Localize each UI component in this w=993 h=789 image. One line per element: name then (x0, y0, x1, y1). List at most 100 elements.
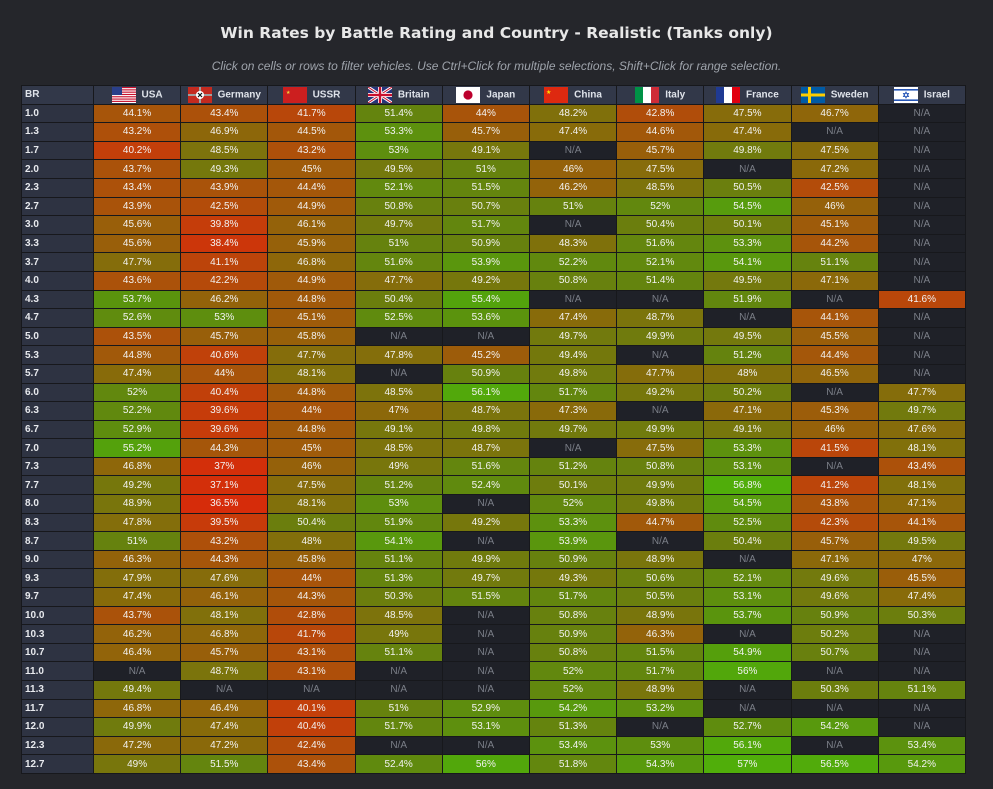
heatmap-cell[interactable]: 46.9% (180, 122, 269, 142)
column-header-ussr[interactable]: ★ USSR (267, 85, 356, 105)
heatmap-cell[interactable]: N/A (441, 624, 530, 644)
heatmap-cell[interactable]: 54.2% (790, 717, 879, 737)
br-label[interactable]: 5.3 (21, 345, 94, 365)
heatmap-cell[interactable]: 48% (267, 531, 356, 551)
table-row[interactable]: 1.7 40.2% 48.5% 43.2% 53% 49.1% N/A 45.7% 49.8% 4… (21, 140, 967, 161)
heatmap-cell[interactable]: 46.8% (92, 698, 182, 719)
heatmap-cell[interactable]: 37% (180, 456, 269, 477)
br-label[interactable]: 12.7 (21, 754, 94, 774)
heatmap-cell[interactable]: 52.9% (92, 419, 182, 440)
heatmap-cell[interactable]: 47.7% (616, 363, 705, 384)
heatmap-cell[interactable]: 51.1% (354, 549, 443, 570)
heatmap-cell[interactable]: 47.6% (877, 419, 967, 440)
heatmap-cell[interactable]: N/A (877, 326, 967, 347)
table-row[interactable]: 1.3 43.2% 46.9% 44.5% 53.3% 45.7% 47.4% 44.6% 47… (21, 122, 967, 142)
heatmap-cell[interactable]: N/A (877, 159, 967, 179)
br-label[interactable]: 3.3 (21, 233, 94, 254)
heatmap-cell[interactable]: 47.9% (92, 568, 182, 589)
table-row[interactable]: 12.0 49.9% 47.4% 40.4% 51.7% 53.1% 51.3% N/A 52.… (21, 717, 967, 737)
heatmap-cell[interactable]: 53.3% (354, 122, 443, 142)
heatmap-cell[interactable]: 47.4% (92, 363, 182, 384)
heatmap-cell[interactable]: 45.1% (267, 308, 356, 328)
heatmap-cell[interactable]: 48.1% (877, 438, 967, 458)
heatmap-cell[interactable]: 53.9% (441, 252, 530, 272)
heatmap-cell[interactable]: 38.4% (180, 233, 269, 254)
heatmap-cell[interactable]: 49% (92, 754, 182, 774)
heatmap-cell[interactable]: N/A (877, 196, 967, 217)
heatmap-cell[interactable]: 51.7% (528, 587, 618, 607)
column-header-china[interactable]: ★ China (528, 85, 618, 105)
table-row[interactable]: 5.3 44.8% 40.6% 47.7% 47.8% 45.2% 49.4% N/A 51.2… (21, 345, 967, 365)
heatmap-cell[interactable]: N/A (877, 122, 967, 142)
br-column-header[interactable]: BR (21, 85, 94, 105)
br-label[interactable]: 9.3 (21, 568, 94, 589)
heatmap-cell[interactable]: 57% (703, 754, 792, 774)
heatmap-cell[interactable]: 42.5% (790, 177, 879, 198)
heatmap-cell[interactable]: 46.8% (180, 624, 269, 644)
heatmap-cell[interactable]: 41.7% (267, 624, 356, 644)
heatmap-cell[interactable]: 53.9% (528, 531, 618, 551)
heatmap-cell[interactable]: 49.4% (92, 680, 182, 700)
heatmap-cell[interactable]: 46.3% (616, 624, 705, 644)
heatmap-cell[interactable]: N/A (92, 661, 182, 681)
table-row[interactable]: 4.7 52.6% 53% 45.1% 52.5% 53.6% 47.4% 48.7% N/A 4… (21, 308, 967, 328)
heatmap-cell[interactable]: 49.3% (528, 568, 618, 589)
heatmap-cell[interactable]: 40.4% (180, 382, 269, 403)
heatmap-cell[interactable]: 51.8% (528, 754, 618, 774)
heatmap-cell[interactable]: N/A (703, 624, 792, 644)
br-label[interactable]: 12.3 (21, 735, 94, 756)
heatmap-cell[interactable]: 42.2% (180, 270, 269, 291)
heatmap-cell[interactable]: 47.5% (616, 438, 705, 458)
heatmap-cell[interactable]: 50.2% (790, 624, 879, 644)
heatmap-cell[interactable]: 44.4% (267, 177, 356, 198)
heatmap-cell[interactable]: 52.9% (441, 698, 530, 719)
heatmap-cell[interactable]: N/A (441, 494, 530, 514)
heatmap-cell[interactable]: 47.4% (92, 587, 182, 607)
heatmap-cell[interactable]: N/A (616, 345, 705, 365)
heatmap-cell[interactable]: 46.8% (267, 252, 356, 272)
heatmap-cell[interactable]: 45.7% (180, 642, 269, 663)
heatmap-cell[interactable]: 47.4% (528, 308, 618, 328)
br-label[interactable]: 1.7 (21, 140, 94, 161)
table-row[interactable]: 7.3 46.8% 37% 46% 49% 51.6% 51.2% 50.8% 53.1% N/A… (21, 456, 967, 477)
heatmap-cell[interactable]: N/A (441, 642, 530, 663)
heatmap-cell[interactable]: N/A (877, 140, 967, 161)
heatmap-cell[interactable]: 53% (616, 735, 705, 756)
heatmap-cell[interactable]: 51.9% (703, 289, 792, 310)
table-row[interactable]: 3.3 45.6% 38.4% 45.9% 51% 50.9% 48.3% 51.6% 53.3… (21, 233, 967, 254)
br-label[interactable]: 8.0 (21, 494, 94, 514)
heatmap-cell[interactable]: 42.8% (616, 103, 705, 124)
heatmap-cell[interactable]: 47.7% (267, 345, 356, 365)
heatmap-cell[interactable]: 42.8% (267, 605, 356, 626)
heatmap-cell[interactable]: 54.2% (877, 754, 967, 774)
heatmap-cell[interactable]: 44.9% (267, 196, 356, 217)
heatmap-cell[interactable]: N/A (354, 661, 443, 681)
heatmap-cell[interactable]: N/A (528, 438, 618, 458)
heatmap-cell[interactable]: N/A (267, 680, 356, 700)
heatmap-cell[interactable]: 49.7% (354, 215, 443, 235)
heatmap-cell[interactable]: 48.9% (616, 549, 705, 570)
heatmap-cell[interactable]: 47.4% (528, 122, 618, 142)
table-row[interactable]: 11.0 N/A 48.7% 43.1% N/A N/A 52% 51.7% 56% N/A N/A (21, 661, 967, 681)
br-label[interactable]: 8.7 (21, 531, 94, 551)
heatmap-cell[interactable]: N/A (616, 401, 705, 421)
heatmap-cell[interactable]: 39.5% (180, 512, 269, 533)
heatmap-cell[interactable]: 47.5% (616, 159, 705, 179)
heatmap-cell[interactable]: 47.2% (180, 735, 269, 756)
heatmap-cell[interactable]: 46.4% (92, 642, 182, 663)
table-row[interactable]: 10.7 46.4% 45.7% 43.1% 51.1% N/A 50.8% 51.5% 54.… (21, 642, 967, 663)
table-row[interactable]: 7.0 55.2% 44.3% 45% 48.5% 48.7% N/A 47.5% 53.3% 4… (21, 438, 967, 458)
heatmap-cell[interactable]: 48.5% (616, 177, 705, 198)
heatmap-cell[interactable]: 49% (354, 624, 443, 644)
heatmap-cell[interactable]: 55.2% (92, 438, 182, 458)
heatmap-cell[interactable]: 51.2% (703, 345, 792, 365)
heatmap-cell[interactable]: 48.9% (92, 494, 182, 514)
heatmap-cell[interactable]: 51.5% (616, 642, 705, 663)
heatmap-cell[interactable]: N/A (616, 289, 705, 310)
heatmap-cell[interactable]: 50.4% (703, 531, 792, 551)
br-label[interactable]: 9.7 (21, 587, 94, 607)
heatmap-cell[interactable]: 49.6% (790, 568, 879, 589)
heatmap-cell[interactable]: 50.4% (267, 512, 356, 533)
heatmap-cell[interactable]: 53.4% (877, 735, 967, 756)
heatmap-cell[interactable]: 49.2% (441, 512, 530, 533)
